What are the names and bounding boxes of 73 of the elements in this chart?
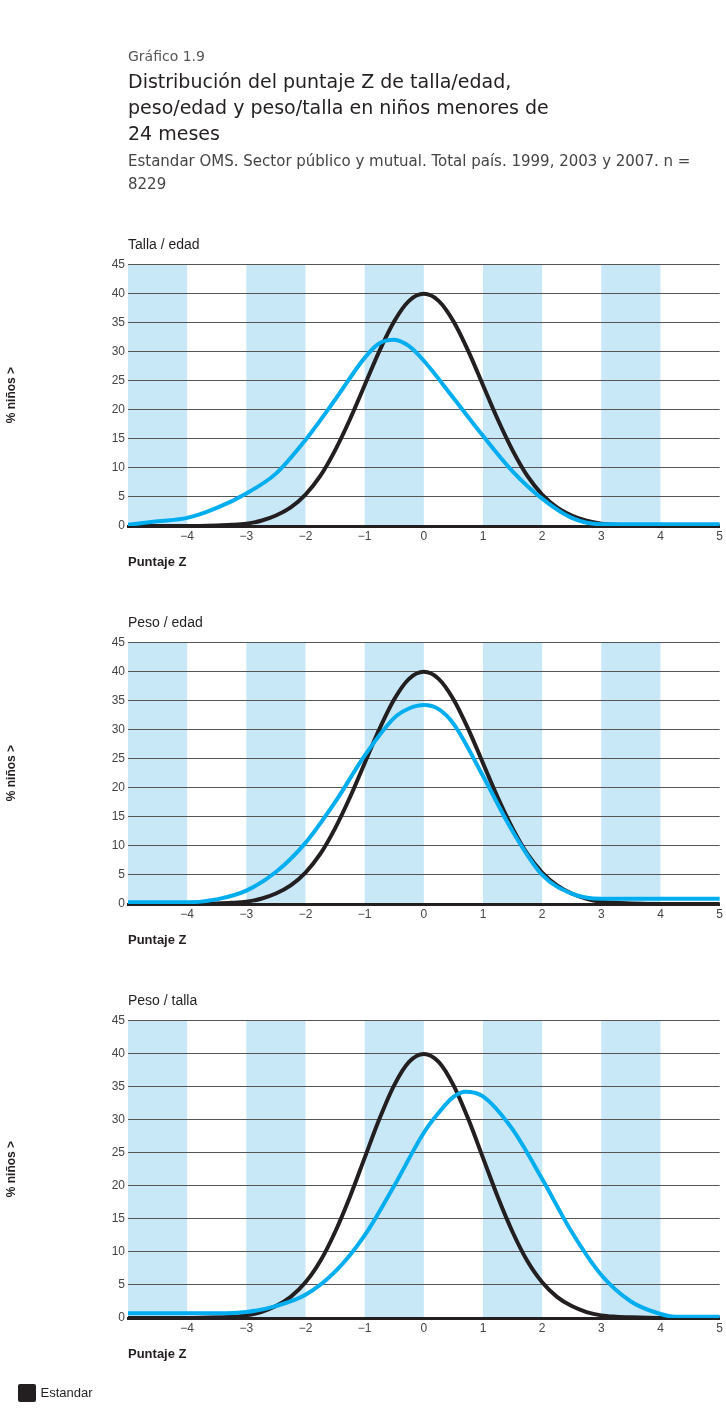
x-tick-label: −4 [180, 1320, 195, 1335]
x-tick-label: −2 [298, 1320, 313, 1335]
y-tick-label: 45 [111, 256, 126, 271]
x-axis-title: Puntaje Z [128, 931, 187, 947]
x-tick-label: 0 [420, 906, 428, 921]
y-tick-label: 45 [111, 1012, 126, 1027]
y-tick-label: 20 [111, 779, 126, 794]
x-tick-label: 3 [597, 1320, 605, 1335]
y-tick-label: 35 [111, 1078, 126, 1093]
x-tick-label: −4 [180, 528, 195, 543]
y-tick-label: 10 [111, 460, 126, 475]
text: Estandar OMS. Sector público y mutual. Total país. 1999, 2003 y 2007. n = 8229 [128, 151, 692, 195]
y-tick-label: 0 [118, 896, 126, 911]
y-tick-label: 0 [118, 518, 126, 533]
x-axis-title: Puntaje Z [128, 553, 187, 569]
x-tick-label: 1 [479, 1320, 487, 1335]
y-tick-label: 5 [118, 867, 126, 882]
chart-title: Peso / talla [127, 992, 199, 1010]
x-tick-label: 5 [716, 1320, 724, 1335]
chart-title: Talla / edad [127, 236, 201, 254]
y-tick-label: 35 [111, 692, 126, 707]
y-tick-label: 5 [118, 1277, 126, 1292]
x-axis-title: Puntaje Z [128, 1345, 187, 1361]
x-tick-label: 4 [657, 528, 665, 543]
x-tick-label: 0 [420, 528, 428, 543]
y-axis-title: % niños > [3, 366, 18, 424]
y-tick-label: 30 [111, 343, 126, 358]
y-axis-title: % niños > [3, 1140, 18, 1198]
x-tick-label: −1 [357, 906, 372, 921]
x-tick-label: 2 [538, 528, 546, 543]
y-axis-title: % niños > [3, 744, 18, 802]
x-tick-label: 1 [479, 906, 487, 921]
text: Distribución del puntaje Z de talla/edad, peso/edad y peso/talla en niños menores de 24 meses [128, 69, 550, 146]
x-tick-label: 5 [716, 528, 724, 543]
y-tick-label: 15 [111, 431, 126, 446]
x-tick-label: −3 [239, 528, 254, 543]
x-tick-label: 3 [597, 906, 605, 921]
legend-label: Estandar [40, 1384, 94, 1400]
y-tick-label: 25 [111, 1144, 126, 1159]
y-tick-label: 40 [111, 663, 126, 678]
y-tick-label: 40 [111, 1045, 126, 1060]
x-tick-label: 4 [657, 906, 665, 921]
x-tick-label: 3 [597, 528, 605, 543]
y-tick-label: 20 [111, 401, 126, 416]
x-tick-label: 5 [716, 906, 724, 921]
x-tick-label: 2 [538, 906, 546, 921]
y-tick-label: 10 [111, 838, 126, 853]
y-tick-label: 30 [111, 721, 126, 736]
x-tick-label: 0 [420, 1320, 428, 1335]
y-tick-label: 0 [118, 1310, 126, 1325]
y-tick-label: 35 [111, 314, 126, 329]
x-tick-label: −2 [298, 906, 313, 921]
x-tick-label: −1 [357, 528, 372, 543]
x-tick-label: 2 [538, 1320, 546, 1335]
x-tick-label: 1 [479, 528, 487, 543]
y-tick-label: 30 [111, 1111, 126, 1126]
y-tick-label: 15 [111, 809, 126, 824]
x-tick-label: −1 [357, 1320, 372, 1335]
y-tick-label: 25 [111, 372, 126, 387]
x-tick-label: −3 [239, 1320, 254, 1335]
x-tick-label: −3 [239, 906, 254, 921]
y-tick-label: 40 [111, 285, 126, 300]
y-tick-label: 10 [111, 1244, 126, 1259]
y-tick-label: 15 [111, 1211, 126, 1226]
x-tick-label: −2 [298, 528, 313, 543]
y-tick-label: 45 [111, 634, 126, 649]
x-tick-label: 4 [657, 1320, 665, 1335]
y-tick-label: 5 [118, 489, 126, 504]
y-tick-label: 25 [111, 750, 126, 765]
text: Gráfico 1.9 [128, 48, 206, 64]
x-tick-label: −4 [180, 906, 195, 921]
y-tick-label: 20 [111, 1177, 126, 1192]
chart-title: Peso / edad [127, 614, 204, 632]
